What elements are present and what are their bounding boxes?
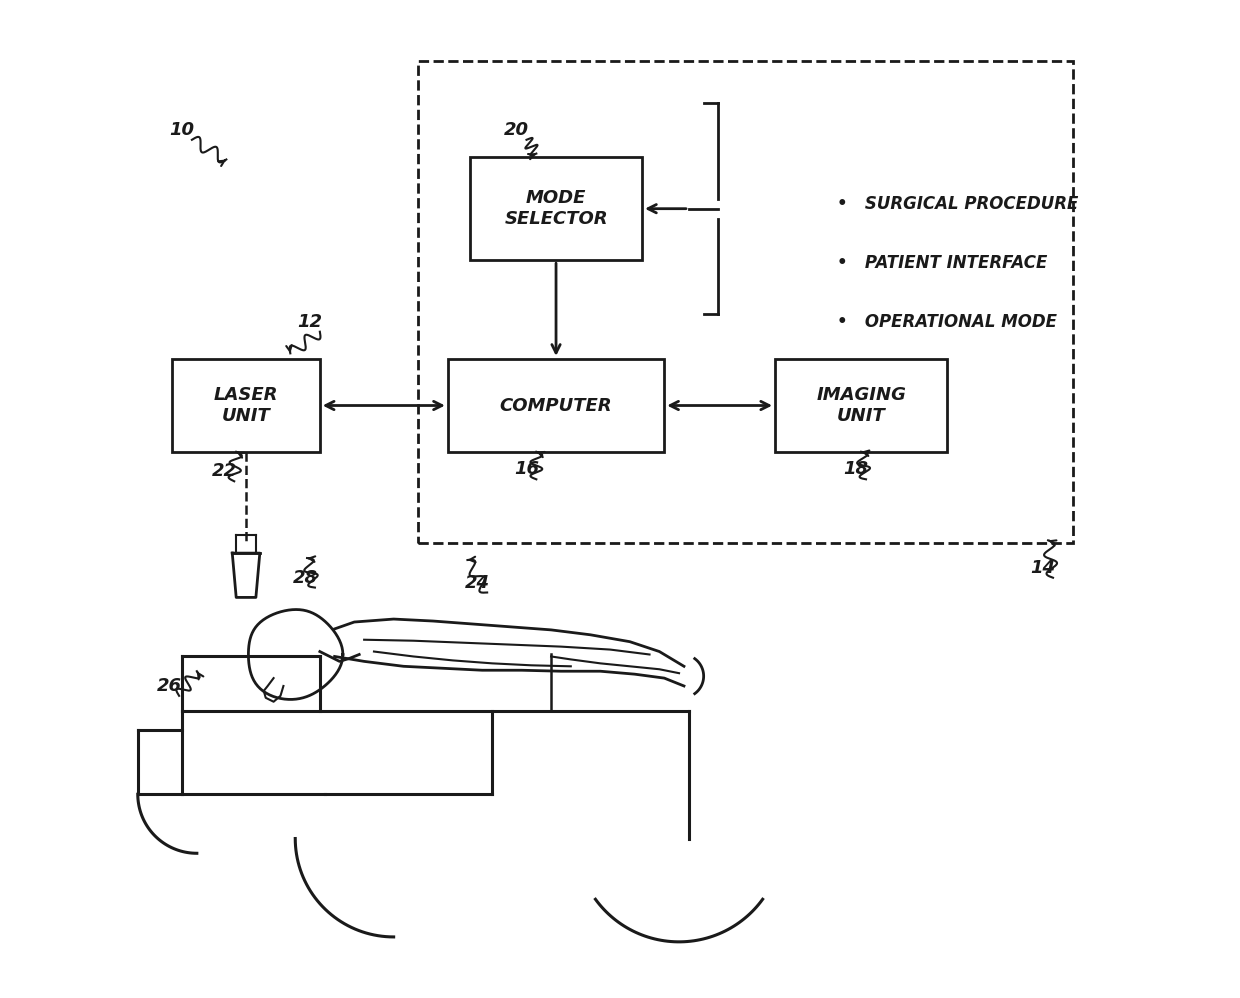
Bar — [470, 157, 642, 260]
Text: MODE
SELECTOR: MODE SELECTOR — [505, 190, 608, 229]
Text: 20: 20 — [505, 121, 529, 139]
Text: •   PATIENT INTERFACE: • PATIENT INTERFACE — [837, 253, 1047, 271]
Text: IMAGING
UNIT: IMAGING UNIT — [816, 386, 906, 425]
Bar — [775, 358, 947, 452]
Text: 18: 18 — [843, 460, 869, 478]
Text: 26: 26 — [156, 677, 182, 695]
Bar — [448, 358, 665, 452]
Text: 12: 12 — [298, 312, 322, 331]
Text: 16: 16 — [515, 460, 539, 478]
Text: 14: 14 — [1030, 559, 1055, 577]
Text: •   SURGICAL PROCEDURE: • SURGICAL PROCEDURE — [837, 195, 1078, 213]
Text: LASER
UNIT: LASER UNIT — [213, 386, 278, 425]
Bar — [418, 61, 1073, 543]
Text: 28: 28 — [293, 569, 317, 587]
Bar — [172, 358, 320, 452]
Text: 24: 24 — [465, 574, 490, 592]
Text: 22: 22 — [212, 462, 237, 480]
Text: COMPUTER: COMPUTER — [500, 396, 613, 414]
Text: 10: 10 — [170, 121, 195, 139]
Text: •   OPERATIONAL MODE: • OPERATIONAL MODE — [837, 312, 1056, 331]
